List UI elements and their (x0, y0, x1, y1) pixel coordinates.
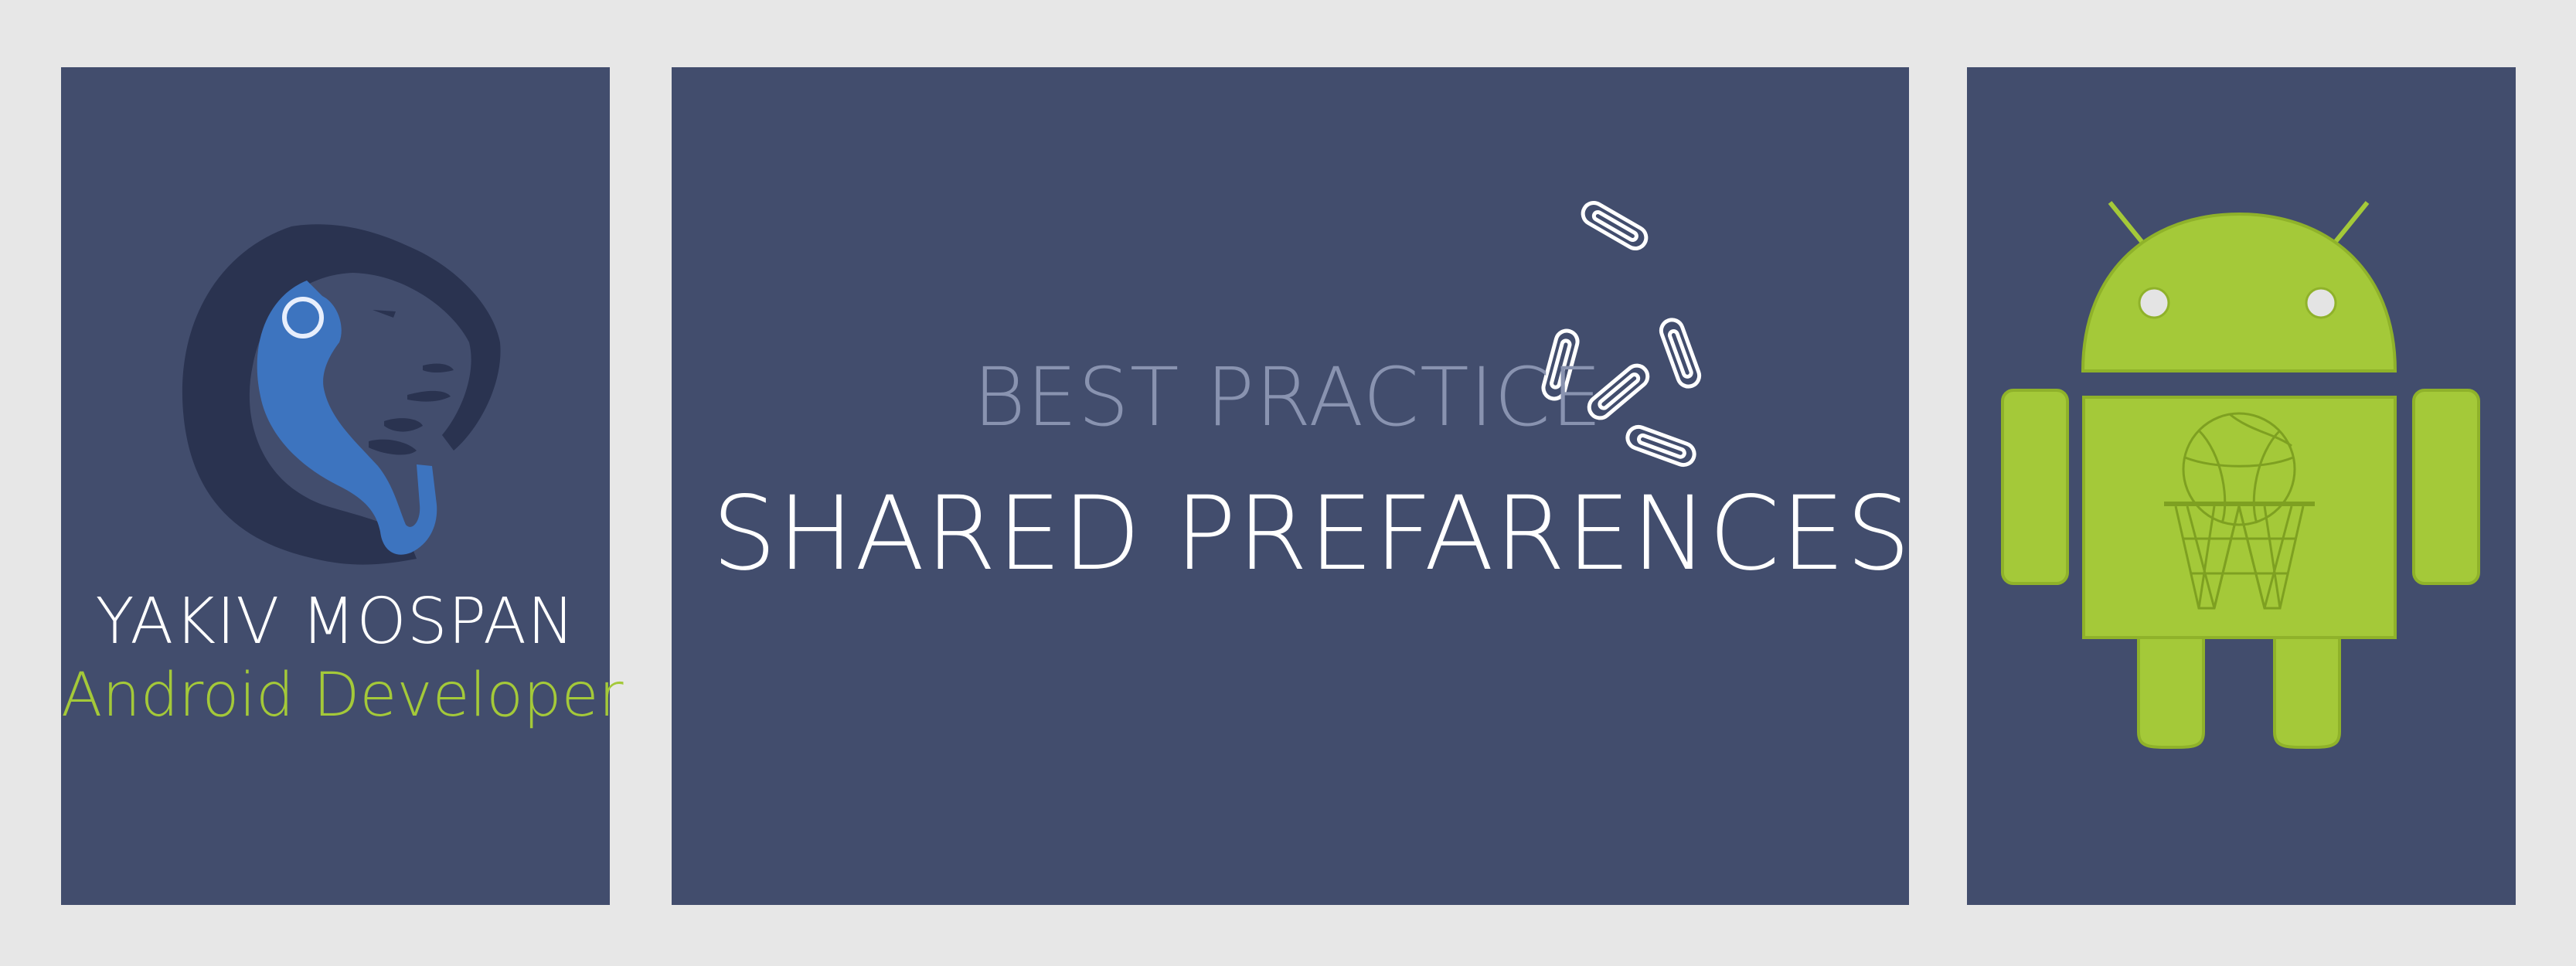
author-name: YAKIV MOSPAN (95, 585, 576, 658)
author-role: Android Developer (61, 661, 624, 730)
android-right-eye-icon (2305, 287, 2337, 319)
android-right-leg-shape (2273, 636, 2341, 749)
topic-subtitle: BEST PRACTICE (973, 350, 1603, 444)
android-robot-basketball-icon (2001, 201, 2480, 749)
paperclips-icon (1541, 201, 1702, 468)
logo-face-shape (257, 281, 437, 555)
topic-title: SHARED PREFARENCES (712, 474, 1912, 594)
android-head-shape (2081, 212, 2397, 372)
logo-eye-icon (282, 297, 324, 338)
basketball-hoop-icon (2164, 412, 2315, 610)
logo-mane-shape (182, 224, 501, 565)
android-body-shape (2082, 396, 2397, 639)
android-left-eye-icon (2138, 287, 2170, 319)
author-card: YAKIV MOSPAN Android Developer (61, 67, 624, 905)
title-card: BEST PRACTICE SHARED PREFARENCES (672, 67, 1912, 905)
android-left-arm-shape (2001, 389, 2069, 585)
illustration-card (1967, 67, 2516, 905)
android-left-leg-shape (2137, 636, 2205, 749)
lion-head-logo-icon (182, 224, 501, 565)
android-right-arm-shape (2412, 389, 2480, 585)
